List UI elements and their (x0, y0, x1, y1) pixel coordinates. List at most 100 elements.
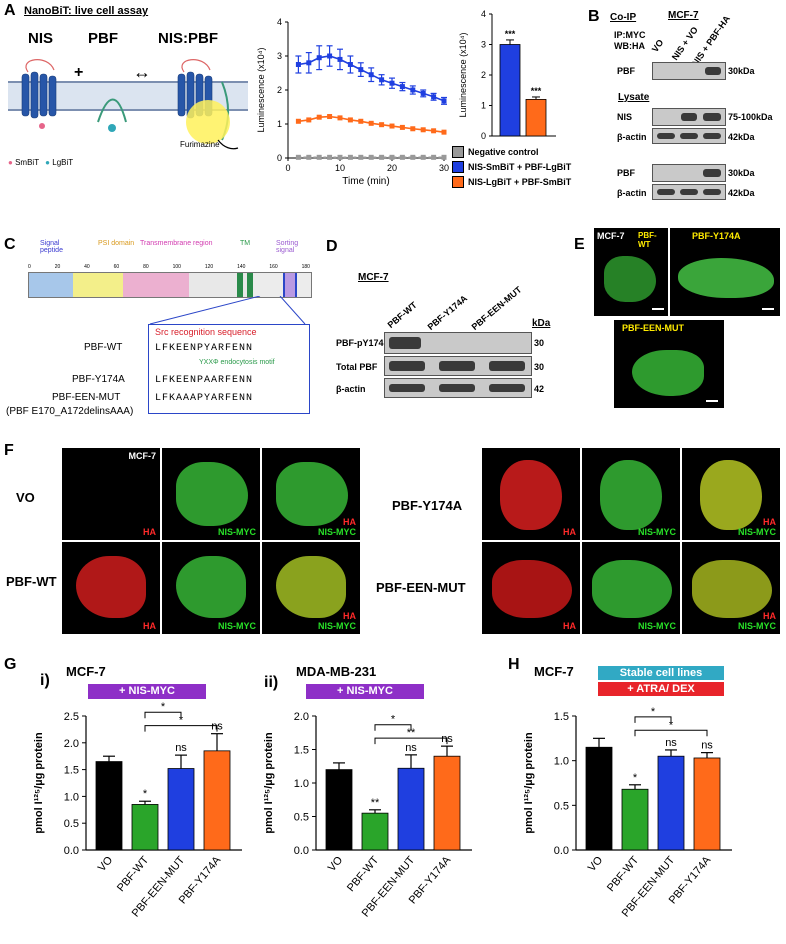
luminescence-bar-chart: 0 1 2 3 4 Luminescence (x10⁴) *** *** (458, 9, 556, 141)
y-tick-label: 0.0 (294, 845, 309, 857)
blot-actin-1 (652, 128, 726, 144)
y-tick-label: 1.5 (64, 765, 79, 777)
y-tick-label: 1 (277, 119, 282, 129)
blot-pbf-ip (652, 62, 726, 80)
data-point (389, 154, 395, 160)
data-point (441, 98, 447, 104)
f-row-label: PBF-Y174A (392, 498, 463, 513)
data-point (347, 154, 353, 160)
significance-label: *** (505, 29, 516, 39)
data-point (327, 154, 333, 160)
y-tick-label: 3 (277, 51, 282, 61)
blot-row-label: PBF (617, 168, 635, 178)
micrograph-label: MCF-7 (128, 451, 157, 461)
panel-letter-a: A (4, 2, 16, 19)
y-tick-label: 0.5 (64, 818, 79, 830)
lane-label: PBF-EEN-MUT (469, 284, 524, 332)
legend-swatch-grey (452, 146, 464, 158)
blot-row-label: β-actin (617, 188, 647, 198)
micrograph-f-vo-merge: HA NIS-MYC (262, 448, 360, 540)
legend-label: NIS-SmBiT + PBF-LgBiT (468, 162, 572, 172)
data-point (368, 154, 374, 160)
y-tick-label: 0.0 (64, 845, 79, 857)
blot-row-kda: 42kDa (728, 132, 755, 142)
data-point (295, 118, 301, 124)
panel-letter-d: D (326, 238, 338, 255)
bracket-label: * (669, 719, 674, 731)
tick-label: 180 (301, 264, 310, 270)
data-point (410, 126, 416, 132)
furimazine-label: Furimazine (180, 140, 220, 149)
panel-d-cell-line: MCF-7 (358, 272, 389, 283)
blot-total-pbf (384, 356, 532, 376)
legend-item-negative: Negative control (452, 146, 587, 158)
channel-label: NIS-MYC (638, 621, 676, 631)
x-tick-label: 30 (439, 163, 449, 173)
pbf-domain-map: Signal peptide PSI domain Transmembrane … (28, 238, 312, 298)
y-tick-label: 0 (277, 153, 282, 163)
data-point (358, 67, 364, 73)
seq-y174a: LFKEENPAARFENN (155, 375, 254, 386)
data-point (399, 84, 405, 90)
bar (499, 44, 521, 137)
bar (397, 767, 425, 851)
channel-label: HA (763, 611, 776, 621)
bracket-label: ** (407, 727, 416, 739)
legend-swatch-orange (452, 176, 464, 188)
micrograph-label: PBF-Y174A (692, 231, 741, 241)
blot-row-kda: 30kDa (728, 168, 755, 178)
channel-label: NIS-MYC (218, 621, 256, 631)
data-point (337, 115, 343, 121)
seq-row-label: PBF-Y174A (72, 374, 125, 385)
micrograph-e-een-mut: PBF-EEN-MUT (614, 320, 724, 408)
data-point (316, 114, 322, 120)
y-tick-label: 4 (277, 17, 282, 27)
bar (167, 768, 195, 851)
legend-label: Negative control (468, 147, 539, 157)
chart-title: MCF-7 (534, 664, 574, 679)
data-point (441, 154, 447, 160)
bar-chart-g-i: 0.0 0.5 1.0 1.5 2.0 2.5 pmol I¹²⁵/µg protein VO… (33, 701, 242, 920)
legend-swatch-blue (452, 161, 464, 173)
sublabel-i: i) (40, 672, 50, 689)
micrograph-f-wt-merge: HA NIS-MYC (262, 542, 360, 634)
panel-letter-f: F (4, 442, 14, 459)
micrograph-e-y174a: PBF-Y174A (670, 228, 780, 316)
micrograph-label: PBF-EEN-MUT (622, 323, 684, 333)
chart-title: MDA-MB-231 (296, 664, 377, 679)
x-tick-label: 10 (335, 163, 345, 173)
y-tick-label: 3 (481, 40, 486, 50)
blot-nis (652, 108, 726, 126)
channel-label: HA (563, 527, 576, 537)
data-point (327, 53, 333, 59)
domain-label: Signal peptide (40, 240, 63, 254)
channel-label: NIS-MYC (318, 527, 356, 537)
bracket-label: * (161, 701, 166, 713)
bar (95, 761, 123, 851)
tick-label: 60 (113, 264, 120, 270)
tick-label: 40 (84, 264, 90, 270)
domain-linker (189, 273, 237, 297)
domain-signal (29, 273, 73, 297)
legend-item-orange: NIS-LgBiT + PBF-SmBiT (452, 176, 587, 188)
data-point (410, 154, 416, 160)
panel-b-cell-line: MCF-7 (668, 10, 699, 21)
coip-title: Co-IP (610, 12, 637, 23)
seq-een-mut: LFKAAAPYARFENN (155, 393, 254, 404)
data-point (420, 127, 426, 133)
kda-label: kDa (532, 318, 551, 329)
data-point (441, 129, 447, 135)
lane-label: NIS + PBF-HA (689, 13, 732, 68)
channel-label: HA (143, 621, 156, 631)
significance-label: ** (371, 797, 380, 809)
domain-psi (73, 273, 123, 297)
blot-actin-2 (652, 184, 726, 200)
tick-label: 140 (237, 264, 246, 270)
bar (585, 746, 613, 851)
y-tick-label: 4 (481, 9, 486, 19)
y-tick-label: 2.0 (294, 711, 309, 723)
micrograph-f-y174a-nis: NIS-MYC (582, 448, 680, 540)
bar (621, 788, 649, 851)
pbf-label: PBF (88, 30, 118, 47)
channel-label: NIS-MYC (638, 527, 676, 537)
